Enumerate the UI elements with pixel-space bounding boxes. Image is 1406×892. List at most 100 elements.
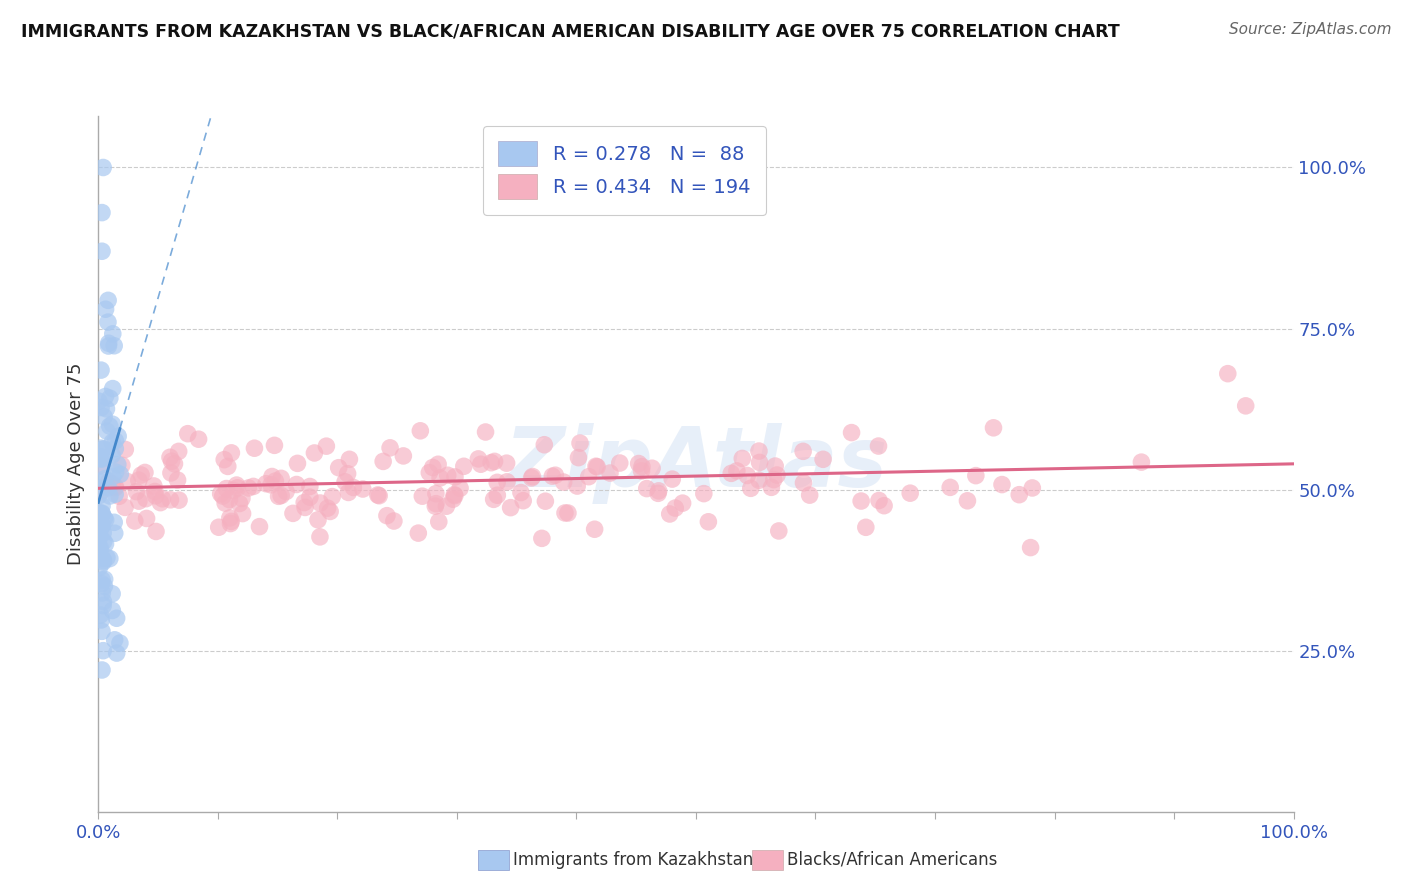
Point xyxy=(444,489,467,503)
Point xyxy=(470,457,492,471)
Point xyxy=(91,551,114,566)
Point xyxy=(375,508,398,523)
Point xyxy=(90,451,112,466)
Point xyxy=(108,636,131,650)
Point xyxy=(145,489,167,503)
Point xyxy=(567,450,589,465)
Point xyxy=(693,486,716,500)
Point xyxy=(91,555,114,569)
Point xyxy=(97,339,120,353)
Point xyxy=(105,646,128,660)
Point xyxy=(94,472,117,486)
Point xyxy=(187,432,209,446)
Point xyxy=(868,493,890,508)
Point xyxy=(333,475,356,489)
Point xyxy=(553,475,575,489)
Point xyxy=(101,417,124,432)
Point xyxy=(939,480,962,494)
Point xyxy=(671,496,693,510)
Point xyxy=(991,477,1014,491)
Text: Blacks/African Americans: Blacks/African Americans xyxy=(787,851,998,869)
Point xyxy=(101,603,124,617)
Point xyxy=(89,560,111,574)
Point xyxy=(97,336,120,351)
Point xyxy=(219,516,242,531)
Point xyxy=(309,530,332,544)
Point xyxy=(254,476,277,491)
Point xyxy=(160,454,183,468)
Point xyxy=(104,480,127,494)
Point xyxy=(214,496,236,510)
Point xyxy=(93,409,115,424)
Point xyxy=(103,516,125,530)
Point xyxy=(512,493,534,508)
Point xyxy=(868,439,890,453)
Point xyxy=(382,514,405,528)
Point xyxy=(208,520,231,534)
Point xyxy=(89,506,111,520)
Point xyxy=(319,504,342,518)
Point xyxy=(96,550,118,565)
Point xyxy=(627,457,650,471)
Point xyxy=(101,448,124,462)
Text: ZipAtlas: ZipAtlas xyxy=(505,424,887,504)
Point xyxy=(352,482,374,496)
Point xyxy=(104,465,127,479)
Point xyxy=(177,426,200,441)
Point xyxy=(647,483,669,498)
Point xyxy=(91,244,114,259)
Point xyxy=(89,482,111,496)
Point xyxy=(89,458,111,473)
Point xyxy=(103,339,125,353)
Point xyxy=(392,449,415,463)
Point xyxy=(243,441,266,455)
Point xyxy=(93,572,115,586)
Point xyxy=(90,483,112,498)
Point xyxy=(90,475,112,490)
Point xyxy=(1130,455,1153,469)
Point xyxy=(647,486,669,500)
Point xyxy=(1021,481,1043,495)
Point xyxy=(159,450,181,465)
Point xyxy=(89,458,111,473)
Point xyxy=(533,438,555,452)
Point xyxy=(101,382,124,396)
Point xyxy=(90,613,112,627)
Point xyxy=(91,499,114,513)
Point xyxy=(87,539,110,553)
Point xyxy=(91,525,114,540)
Point xyxy=(965,468,987,483)
Point xyxy=(1234,399,1257,413)
Point xyxy=(159,492,181,507)
Point xyxy=(97,315,120,329)
Point xyxy=(135,511,157,525)
Point xyxy=(569,436,592,450)
Point xyxy=(554,506,576,520)
Point xyxy=(336,467,359,481)
Point xyxy=(792,444,814,458)
Point xyxy=(285,477,308,491)
Point xyxy=(93,511,115,525)
Point xyxy=(444,470,467,484)
Point xyxy=(641,461,664,475)
Point xyxy=(427,515,450,529)
Point xyxy=(91,599,114,613)
Point xyxy=(495,456,517,470)
Point xyxy=(93,594,115,608)
Point xyxy=(89,607,111,622)
Point xyxy=(811,452,834,467)
Point xyxy=(97,481,120,495)
Point xyxy=(89,527,111,541)
Point xyxy=(91,573,114,587)
Point xyxy=(873,499,896,513)
Point xyxy=(841,425,863,440)
Point xyxy=(114,442,136,457)
Point xyxy=(631,459,654,474)
Point xyxy=(321,490,343,504)
Point xyxy=(104,487,127,501)
Point xyxy=(339,452,361,467)
Point xyxy=(409,424,432,438)
Point xyxy=(342,480,364,494)
Point xyxy=(166,473,188,487)
Point xyxy=(108,489,131,503)
